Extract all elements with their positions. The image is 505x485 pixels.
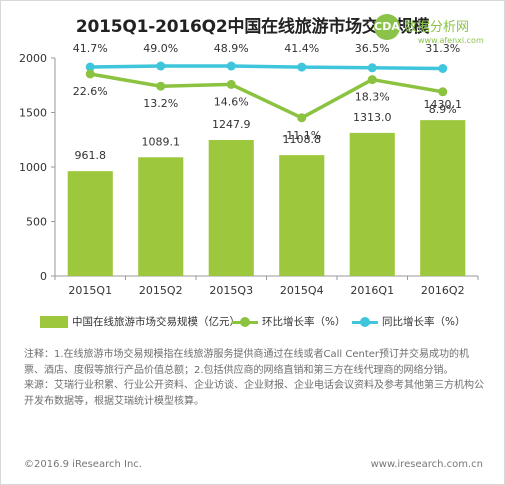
yoy-growth-line xyxy=(90,64,443,71)
yoy-data-label: 48.9% xyxy=(214,42,249,55)
qoq-data-label: 8.9% xyxy=(429,103,457,116)
bar-value-label: 1089.1 xyxy=(142,135,181,148)
x-tick-label: 2016Q2 xyxy=(421,284,465,297)
qoq-data-label: 18.3% xyxy=(355,91,390,104)
yoy-point xyxy=(156,61,166,71)
bar-value-label: 1430.1 xyxy=(424,98,463,111)
yoy-data-label: 49.0% xyxy=(143,42,178,55)
legend-label-qoq: 环比增长率（%） xyxy=(262,316,346,328)
combo-chart: 0 500 1000 1500 2000 961.8 1089.1 1247.9 1108.8 1… xyxy=(19,42,479,297)
watermark: CDA 数据分析网 www.afenxi.com xyxy=(374,14,498,54)
qoq-growth-line xyxy=(89,72,444,120)
legend-qoq-marker xyxy=(240,317,250,327)
yoy-data-label: 41.4% xyxy=(284,42,319,55)
qoq-point xyxy=(226,79,236,89)
qoq-point xyxy=(156,81,166,91)
chart-legend: 中国在线旅游市场交易规模（亿元） 环比增长率（%） 同比增长率（%） xyxy=(20,312,490,332)
watermark-text: 数据分析网 xyxy=(404,20,470,35)
bar xyxy=(67,171,113,276)
x-tick-label: 2015Q3 xyxy=(209,284,253,297)
yoy-point xyxy=(438,64,448,73)
legend-yoy-marker xyxy=(360,317,370,327)
y-tick-label: 500 xyxy=(26,216,47,229)
watermark-logo: CDA xyxy=(374,14,400,40)
legend-bar-swatch xyxy=(40,316,68,328)
qoq-data-label: 22.6% xyxy=(73,85,108,98)
y-tick-label: 1000 xyxy=(19,161,47,174)
qoq-point xyxy=(297,113,307,123)
yoy-point xyxy=(297,62,307,72)
yoy-point xyxy=(85,62,95,72)
watermark-url: www.afenxi.com xyxy=(418,36,484,45)
x-tick-label: 2015Q2 xyxy=(139,284,183,297)
bar-value-label: 961.8 xyxy=(75,149,107,162)
bar-value-label: 1313.0 xyxy=(353,111,392,124)
legend-label-yoy: 同比增长率（%） xyxy=(382,316,466,328)
bar xyxy=(349,132,395,276)
yoy-point xyxy=(226,61,236,71)
x-tick-label: 2015Q4 xyxy=(280,284,324,297)
bar-value-label: 1247.9 xyxy=(212,118,251,131)
qoq-point xyxy=(367,75,377,85)
note-source: 来源：艾瑞行业积累、行业公开资料、企业访谈、企业财报、企业电话会议资料及参考其他… xyxy=(24,380,484,407)
qoq-data-label: -11.1% xyxy=(282,129,321,142)
yoy-point xyxy=(367,63,377,73)
bar xyxy=(138,157,184,276)
yoy-data-label: 31.3% xyxy=(425,42,460,55)
copyright: ©2016.9 iResearch Inc. xyxy=(24,459,142,470)
qoq-point xyxy=(438,87,448,97)
chart-notes: 注释：1.在线旅游市场交易规模指在线旅游服务提供商通过在线或者Call Cent… xyxy=(24,347,486,409)
qoq-point xyxy=(85,69,95,79)
bar xyxy=(420,120,466,276)
yoy-data-label: 41.7% xyxy=(73,42,108,55)
website-url: www.iresearch.com.cn xyxy=(370,459,483,470)
x-tick-label: 2016Q1 xyxy=(350,284,394,297)
legend-label-bar: 中国在线旅游市场交易规模（亿元） xyxy=(72,316,240,328)
bar xyxy=(208,139,254,276)
bar xyxy=(279,155,325,276)
y-tick-label: 0 xyxy=(40,270,47,283)
qoq-data-label: 13.2% xyxy=(143,97,178,110)
bar-value-label: 1108.8 xyxy=(283,133,322,146)
note-definition: 注释：1.在线旅游市场交易规模指在线旅游服务提供商通过在线或者Call Cent… xyxy=(24,349,470,376)
y-tick-label: 2000 xyxy=(19,52,47,65)
x-tick-label: 2015Q1 xyxy=(68,284,112,297)
yoy-data-label: 36.5% xyxy=(355,42,390,55)
y-tick-label: 1500 xyxy=(19,107,47,120)
qoq-data-label: 14.6% xyxy=(214,95,249,108)
chart-title: 2015Q1-2016Q2中国在线旅游市场交易规模 xyxy=(75,17,430,37)
